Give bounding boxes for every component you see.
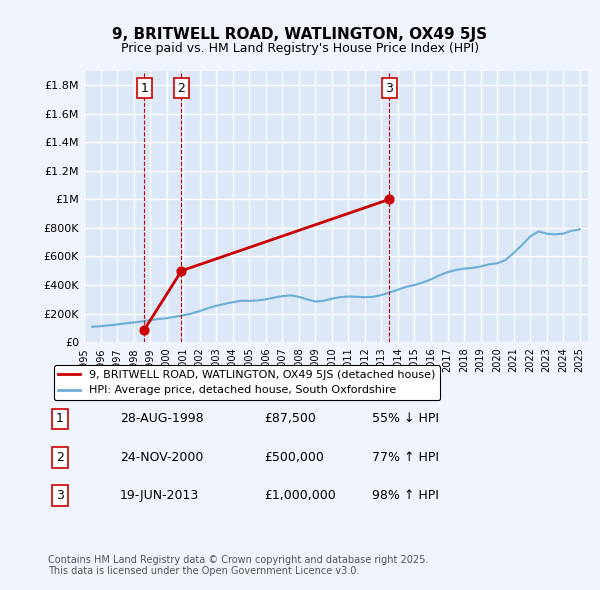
Text: 3: 3 bbox=[385, 81, 393, 94]
Text: £87,500: £87,500 bbox=[264, 412, 316, 425]
Text: 24-NOV-2000: 24-NOV-2000 bbox=[120, 451, 203, 464]
Text: 2: 2 bbox=[56, 451, 64, 464]
Text: 9, BRITWELL ROAD, WATLINGTON, OX49 5JS: 9, BRITWELL ROAD, WATLINGTON, OX49 5JS bbox=[112, 27, 488, 41]
Text: 19-JUN-2013: 19-JUN-2013 bbox=[120, 489, 199, 502]
Legend: 9, BRITWELL ROAD, WATLINGTON, OX49 5JS (detached house), HPI: Average price, det: 9, BRITWELL ROAD, WATLINGTON, OX49 5JS (… bbox=[53, 365, 440, 400]
Text: 55% ↓ HPI: 55% ↓ HPI bbox=[372, 412, 439, 425]
Text: 98% ↑ HPI: 98% ↑ HPI bbox=[372, 489, 439, 502]
Text: 28-AUG-1998: 28-AUG-1998 bbox=[120, 412, 203, 425]
Text: Contains HM Land Registry data © Crown copyright and database right 2025.
This d: Contains HM Land Registry data © Crown c… bbox=[48, 555, 428, 576]
Text: £1,000,000: £1,000,000 bbox=[264, 489, 336, 502]
Text: 3: 3 bbox=[56, 489, 64, 502]
Text: 2: 2 bbox=[178, 81, 185, 94]
Point bbox=[140, 325, 149, 335]
Point bbox=[385, 195, 394, 204]
Text: 1: 1 bbox=[140, 81, 148, 94]
Text: £500,000: £500,000 bbox=[264, 451, 324, 464]
Text: Price paid vs. HM Land Registry's House Price Index (HPI): Price paid vs. HM Land Registry's House … bbox=[121, 42, 479, 55]
Text: 1: 1 bbox=[56, 412, 64, 425]
Text: 77% ↑ HPI: 77% ↑ HPI bbox=[372, 451, 439, 464]
Point bbox=[176, 266, 186, 276]
